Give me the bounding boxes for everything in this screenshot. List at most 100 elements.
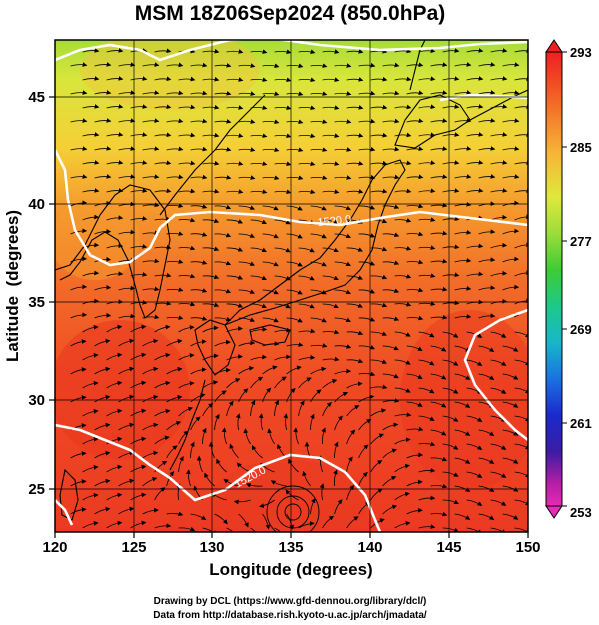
streamline-arrow [394,104,412,110]
streamline-arrow [70,479,87,487]
streamline-arrow [418,160,436,166]
streamline-arrow [142,507,159,515]
streamline-arrow [394,520,411,529]
streamline-arrow [274,327,292,333]
streamline-arrow [185,469,191,487]
streamline-arrow [226,77,244,82]
streamline-arrow [358,444,369,459]
streamline-arrow [226,527,234,532]
streamline-arrow [70,200,88,207]
streamline-arrow [466,359,483,366]
streamline-arrow [274,376,287,389]
streamline-arrow [442,443,459,450]
streamline-arrow [250,376,264,389]
streamline-arrow [514,298,528,305]
streamline-arrow [262,119,280,124]
streamline-arrow [214,339,231,347]
streamline-arrow [142,422,159,431]
streamline-arrow [190,367,207,375]
streamline-arrow [502,485,519,492]
streamline-arrow [70,118,88,123]
streamline-arrow [154,104,172,110]
streamline-arrow [274,133,292,138]
streamline-arrow [82,464,99,473]
streamline-arrow [70,146,88,151]
coastline-korea-china [55,184,171,319]
streamline-arrow [94,90,112,95]
streamline-arrow [418,415,435,422]
streamline-arrow [382,288,400,293]
streamline-arrow [454,457,471,464]
streamline-arrow [430,118,448,123]
streamline-arrow [478,229,496,235]
streamline-arrow [466,415,483,422]
streamline-arrow [406,259,424,265]
streamline-arrow [346,105,364,110]
streamline-arrow [118,285,136,291]
streamline-arrow [202,132,220,138]
streamline-arrow [226,161,244,166]
coastlines [55,40,528,521]
streamline-arrow [394,331,411,337]
streamline-arrow [358,289,376,294]
streamline-arrow [214,513,228,525]
streamline-arrow [430,146,448,151]
contour-label-1: 1520.0 [317,214,352,229]
streamline-arrow [382,118,400,124]
contour-north [55,40,528,62]
streamline-arrow [358,261,376,266]
streamline-arrow [274,527,282,532]
streamline-arrow [406,315,424,321]
streamline-arrow [286,317,303,323]
streamline-arrow [286,261,303,267]
streamline-arrow [418,104,436,110]
streamline-arrow [298,328,316,334]
streamline-arrow [82,76,100,81]
streamline-arrow [166,259,184,264]
streamline-arrow [418,76,436,82]
streamline-arrow [442,499,459,504]
streamline-arrow [454,62,472,67]
streamline-arrow [226,49,244,54]
streamline-arrow [322,378,338,389]
streamline-arrow [94,394,111,403]
streamline-arrow [502,174,520,179]
streamline-arrow [214,204,232,210]
streamline-arrow [514,331,528,338]
streamline-arrow [166,366,183,375]
streamline-arrow [94,478,111,487]
streamline-arrow [226,219,244,224]
streamline-arrow [514,214,528,221]
streamline-arrow [130,76,148,81]
streamline-arrow [322,219,339,225]
streamline-arrow [154,188,172,194]
streamline-arrow [406,90,424,96]
streamline-arrow [334,175,352,180]
streamline-arrow [514,48,528,53]
streamline-arrow [226,400,234,417]
streamline-arrow [178,188,196,194]
streamline-arrow [502,228,520,235]
streamline-arrow [394,463,410,473]
streamline-arrow [286,147,304,152]
streamline-arrow [466,527,483,532]
streamline-arrow [214,232,232,238]
streamline-arrow [202,353,219,361]
streamline-arrow [370,246,388,252]
streamline-arrow [238,513,249,528]
streamline-arrow [490,499,507,506]
streamline-arrow [226,133,244,138]
streamline-arrow [286,513,295,530]
streamline-arrow [258,413,264,431]
streamline-arrow [358,394,375,403]
streamline-arrow [94,146,112,151]
streamline-arrow [178,301,196,307]
streamline-arrow [406,401,423,407]
streamline-arrow [490,76,508,81]
streamline-arrow [154,380,171,389]
streamline-arrow [394,218,412,223]
streamline-arrow [442,272,460,278]
streamline-arrow [106,436,123,445]
colorbar: 293 285 277 269 261 253 [545,39,592,520]
